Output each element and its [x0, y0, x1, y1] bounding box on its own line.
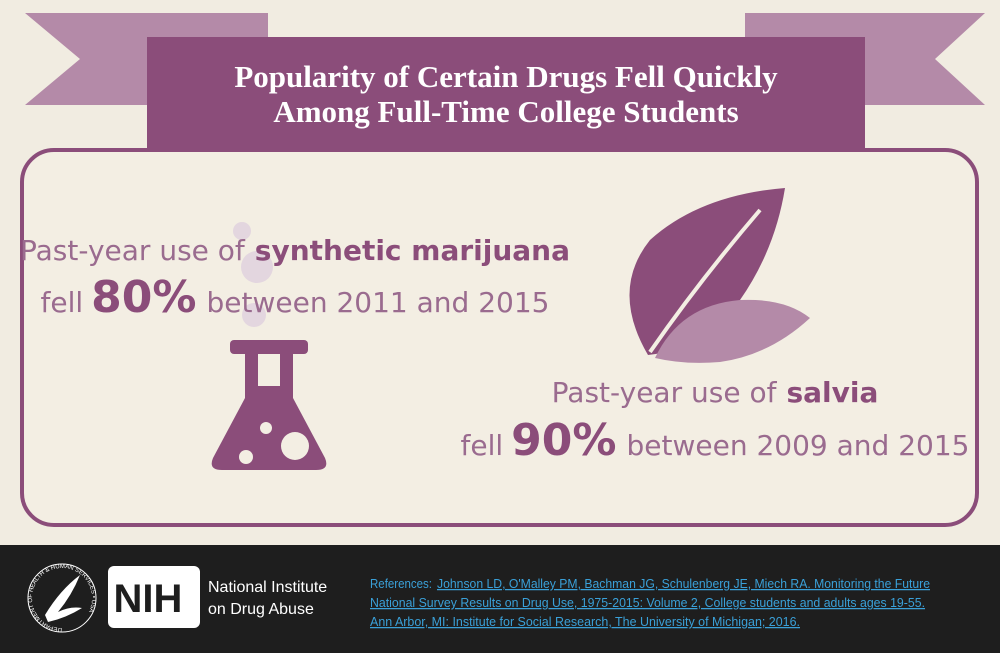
title-line: Among Full-Time College Students [273, 94, 738, 129]
stat-line: fell 80% between 2011 and 2015 [41, 272, 550, 323]
stat-text: between 2011 and 2015 [207, 286, 550, 319]
stat-text: fell [461, 429, 504, 462]
stat-percent: 80% [91, 272, 196, 323]
leaf-vein [648, 208, 762, 354]
reference-link[interactable]: Ann Arbor, MI: Institute for Social Rese… [370, 615, 800, 629]
bubbles [233, 222, 273, 327]
stat-line: fell 90% between 2009 and 2015 [461, 415, 970, 466]
stat-line: Past-year use of salvia [552, 376, 879, 409]
nih-logo [108, 566, 200, 628]
flask-details [239, 354, 309, 464]
stat-text: fell [41, 286, 84, 319]
stat-text: between 2009 and 2015 [627, 429, 970, 462]
stat-percent: 90% [511, 415, 616, 466]
seal-eagle [45, 575, 82, 622]
seal [27, 563, 97, 633]
leaf-icon [655, 299, 810, 363]
title-ribbon [147, 37, 865, 148]
title-line: Popularity of Certain Drugs Fell Quickly [234, 59, 778, 94]
institute-line: National Institute [208, 579, 327, 596]
stat-text: Past-year use of [20, 234, 246, 267]
stat-emphasis: salvia [786, 376, 878, 409]
stat-text: Past-year use of [552, 376, 778, 409]
reference-link[interactable]: National Survey Results on Drug Use, 197… [370, 596, 925, 610]
references-label: References: [370, 577, 432, 591]
stat-emphasis: synthetic marijuana [255, 234, 570, 267]
nih-text: NIH [114, 577, 183, 621]
content-box [20, 148, 979, 527]
reference-link[interactable]: Johnson LD, O'Malley PM, Bachman JG, Sch… [437, 577, 930, 591]
stat-line: Past-year use of synthetic marijuana [20, 234, 570, 267]
institute-line: on Drug Abuse [208, 601, 314, 618]
